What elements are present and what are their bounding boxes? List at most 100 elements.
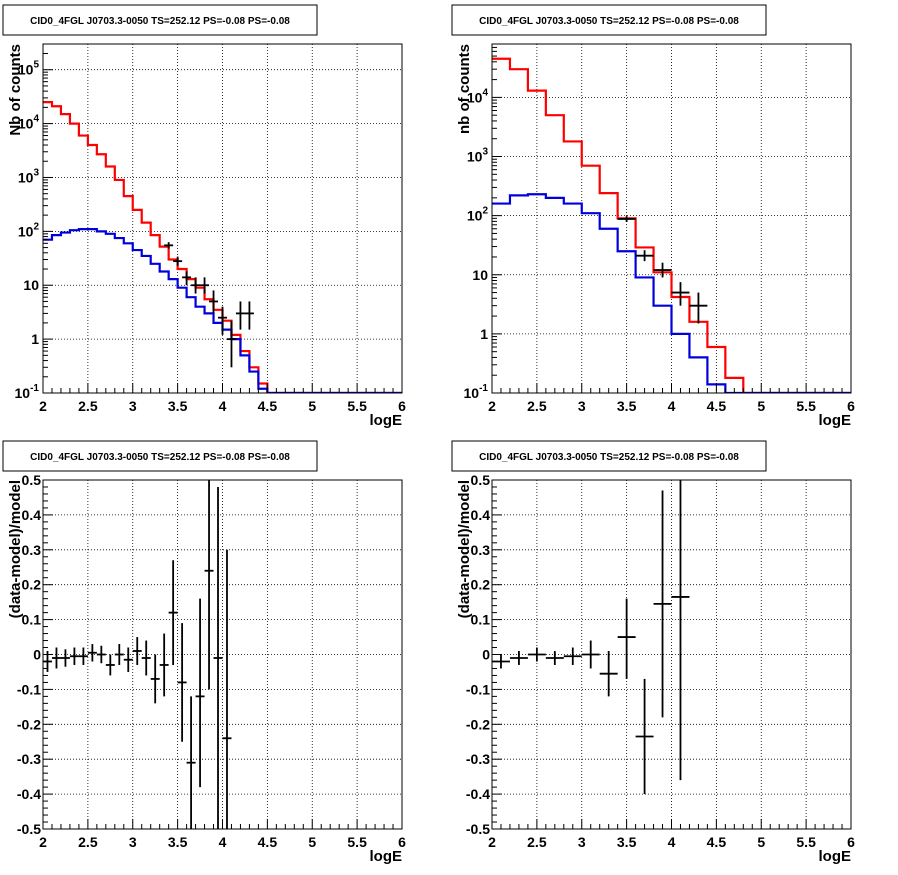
chart-title: CID0_4FGL J0703.3-0050 TS=252.12 PS=-0.0… [30,452,290,463]
x-tick-label: 6 [847,398,855,414]
residual-point [177,623,187,742]
data-point [218,306,227,335]
y-tick-label: 103 [18,167,40,185]
y-tick-label: -0.1 [466,681,490,697]
x-tick-label: 5.5 [796,398,816,414]
data-point [235,301,245,330]
x-tick-label: 5 [757,834,765,850]
series-1-step-line [492,193,851,393]
x-tick-label: 4.5 [258,834,278,850]
x-axis-ticks [491,383,852,393]
y-tick-label: -0.2 [466,716,490,732]
chart-title: CID0_4FGL J0703.3-0050 TS=252.12 PS=-0.0… [30,16,290,27]
x-tick-label: 2 [488,834,496,850]
residual-point [51,647,61,669]
residual-point [222,549,232,829]
x-tick-label: 4 [668,398,676,414]
residual-point [527,647,546,662]
x-axis-ticks [42,383,403,393]
x-tick-label: 6 [847,834,855,850]
residual-point [96,645,106,664]
x-tick-label: 2.5 [527,398,547,414]
residual-point [78,647,88,665]
x-axis-title: logE [370,412,403,429]
x-tick-label: 3.5 [168,834,188,850]
x-tick-label: 5 [757,398,765,414]
grid [43,480,402,829]
data-point [200,277,210,294]
y-tick-label: 0.3 [471,542,491,558]
y-tick-label: -0.3 [17,751,41,767]
residual-point [114,644,124,665]
data-point [689,292,708,324]
residual-point [141,640,151,676]
title-box: CID0_4FGL J0703.3-0050 TS=252.12 PS=-0.0… [451,4,767,36]
y-tick-label: 0.5 [471,472,491,488]
x-tick-label: 4.5 [707,834,727,850]
data-point [653,262,672,278]
y-tick-label: 0.3 [22,542,42,558]
residual-point [581,640,600,669]
plot-area [492,57,851,393]
plot-area [43,480,232,829]
x-tick-label: 4.5 [258,398,278,414]
x-axis-title: logE [819,848,852,865]
series-0-step-line [492,57,851,393]
residual-point [60,649,70,667]
y-axis-title: nb of counts [456,44,473,134]
data-point [209,290,219,314]
x-tick-label: 4 [219,398,227,414]
x-tick-label: 5.5 [347,398,367,414]
x-tick-label: 2.5 [527,834,547,850]
series-0-step-line [43,101,402,393]
residual-point [599,651,618,697]
y-tick-label: 105 [18,60,40,78]
y-tick-label: -0.5 [466,821,490,837]
title-frame [2,440,318,472]
x-tick-label: 4 [668,834,676,850]
y-axis-title: (data-model)/model [7,480,24,618]
residual-point [563,647,582,665]
title-box: CID0_4FGL J0703.3-0050 TS=252.12 PS=-0.0… [451,440,767,472]
x-tick-label: 6 [398,398,406,414]
y-tick-label: 10 [472,267,488,283]
x-tick-label: 2.5 [78,834,98,850]
y-axis-title: (data-model)/model [456,480,473,618]
x-tick-label: 3 [578,398,586,414]
y-tick-label: 0.5 [22,472,42,488]
residual-point [105,654,115,676]
x-tick-label: 4 [219,834,227,850]
y-tick-label: 0.1 [22,612,42,628]
y-tick-label: -0.1 [17,681,41,697]
data-point [191,277,201,294]
residual-point [168,560,178,665]
residual-point [617,598,636,679]
x-tick-label: 3 [129,398,137,414]
y-tick-label: 0.4 [22,507,42,523]
x-tick-label: 5 [308,834,316,850]
title-box: CID0_4FGL J0703.3-0050 TS=252.12 PS=-0.0… [2,4,318,36]
y-tick-label: 10-1 [15,383,40,401]
residual-point [186,696,196,829]
y-axis-title: Nb of counts [7,44,24,136]
y-tick-label: 1 [31,331,39,347]
residual-point [150,654,160,704]
counts-panel-left: CID0_4FGL J0703.3-0050 TS=252.12 PS=-0.0… [2,4,406,429]
y-tick-label: -0.5 [17,821,41,837]
y-tick-label: 0.1 [471,612,491,628]
grid [43,44,402,393]
y-tick-label: 0 [482,647,490,663]
x-tick-label: 5 [308,398,316,414]
y-tick-label: 0.4 [471,507,491,523]
residual-point [132,637,142,665]
counts-panel-right: CID0_4FGL J0703.3-0050 TS=252.12 PS=-0.0… [451,4,855,429]
y-tick-label: -0.2 [17,716,41,732]
y-tick-label: -0.4 [17,786,41,802]
residual-point [69,647,79,665]
x-tick-label: 3 [578,834,586,850]
data-point [164,242,174,249]
residual-point [87,644,97,662]
x-tick-label: 3 [129,834,137,850]
x-axis-title: logE [819,412,852,429]
x-tick-label: 3.5 [617,398,637,414]
